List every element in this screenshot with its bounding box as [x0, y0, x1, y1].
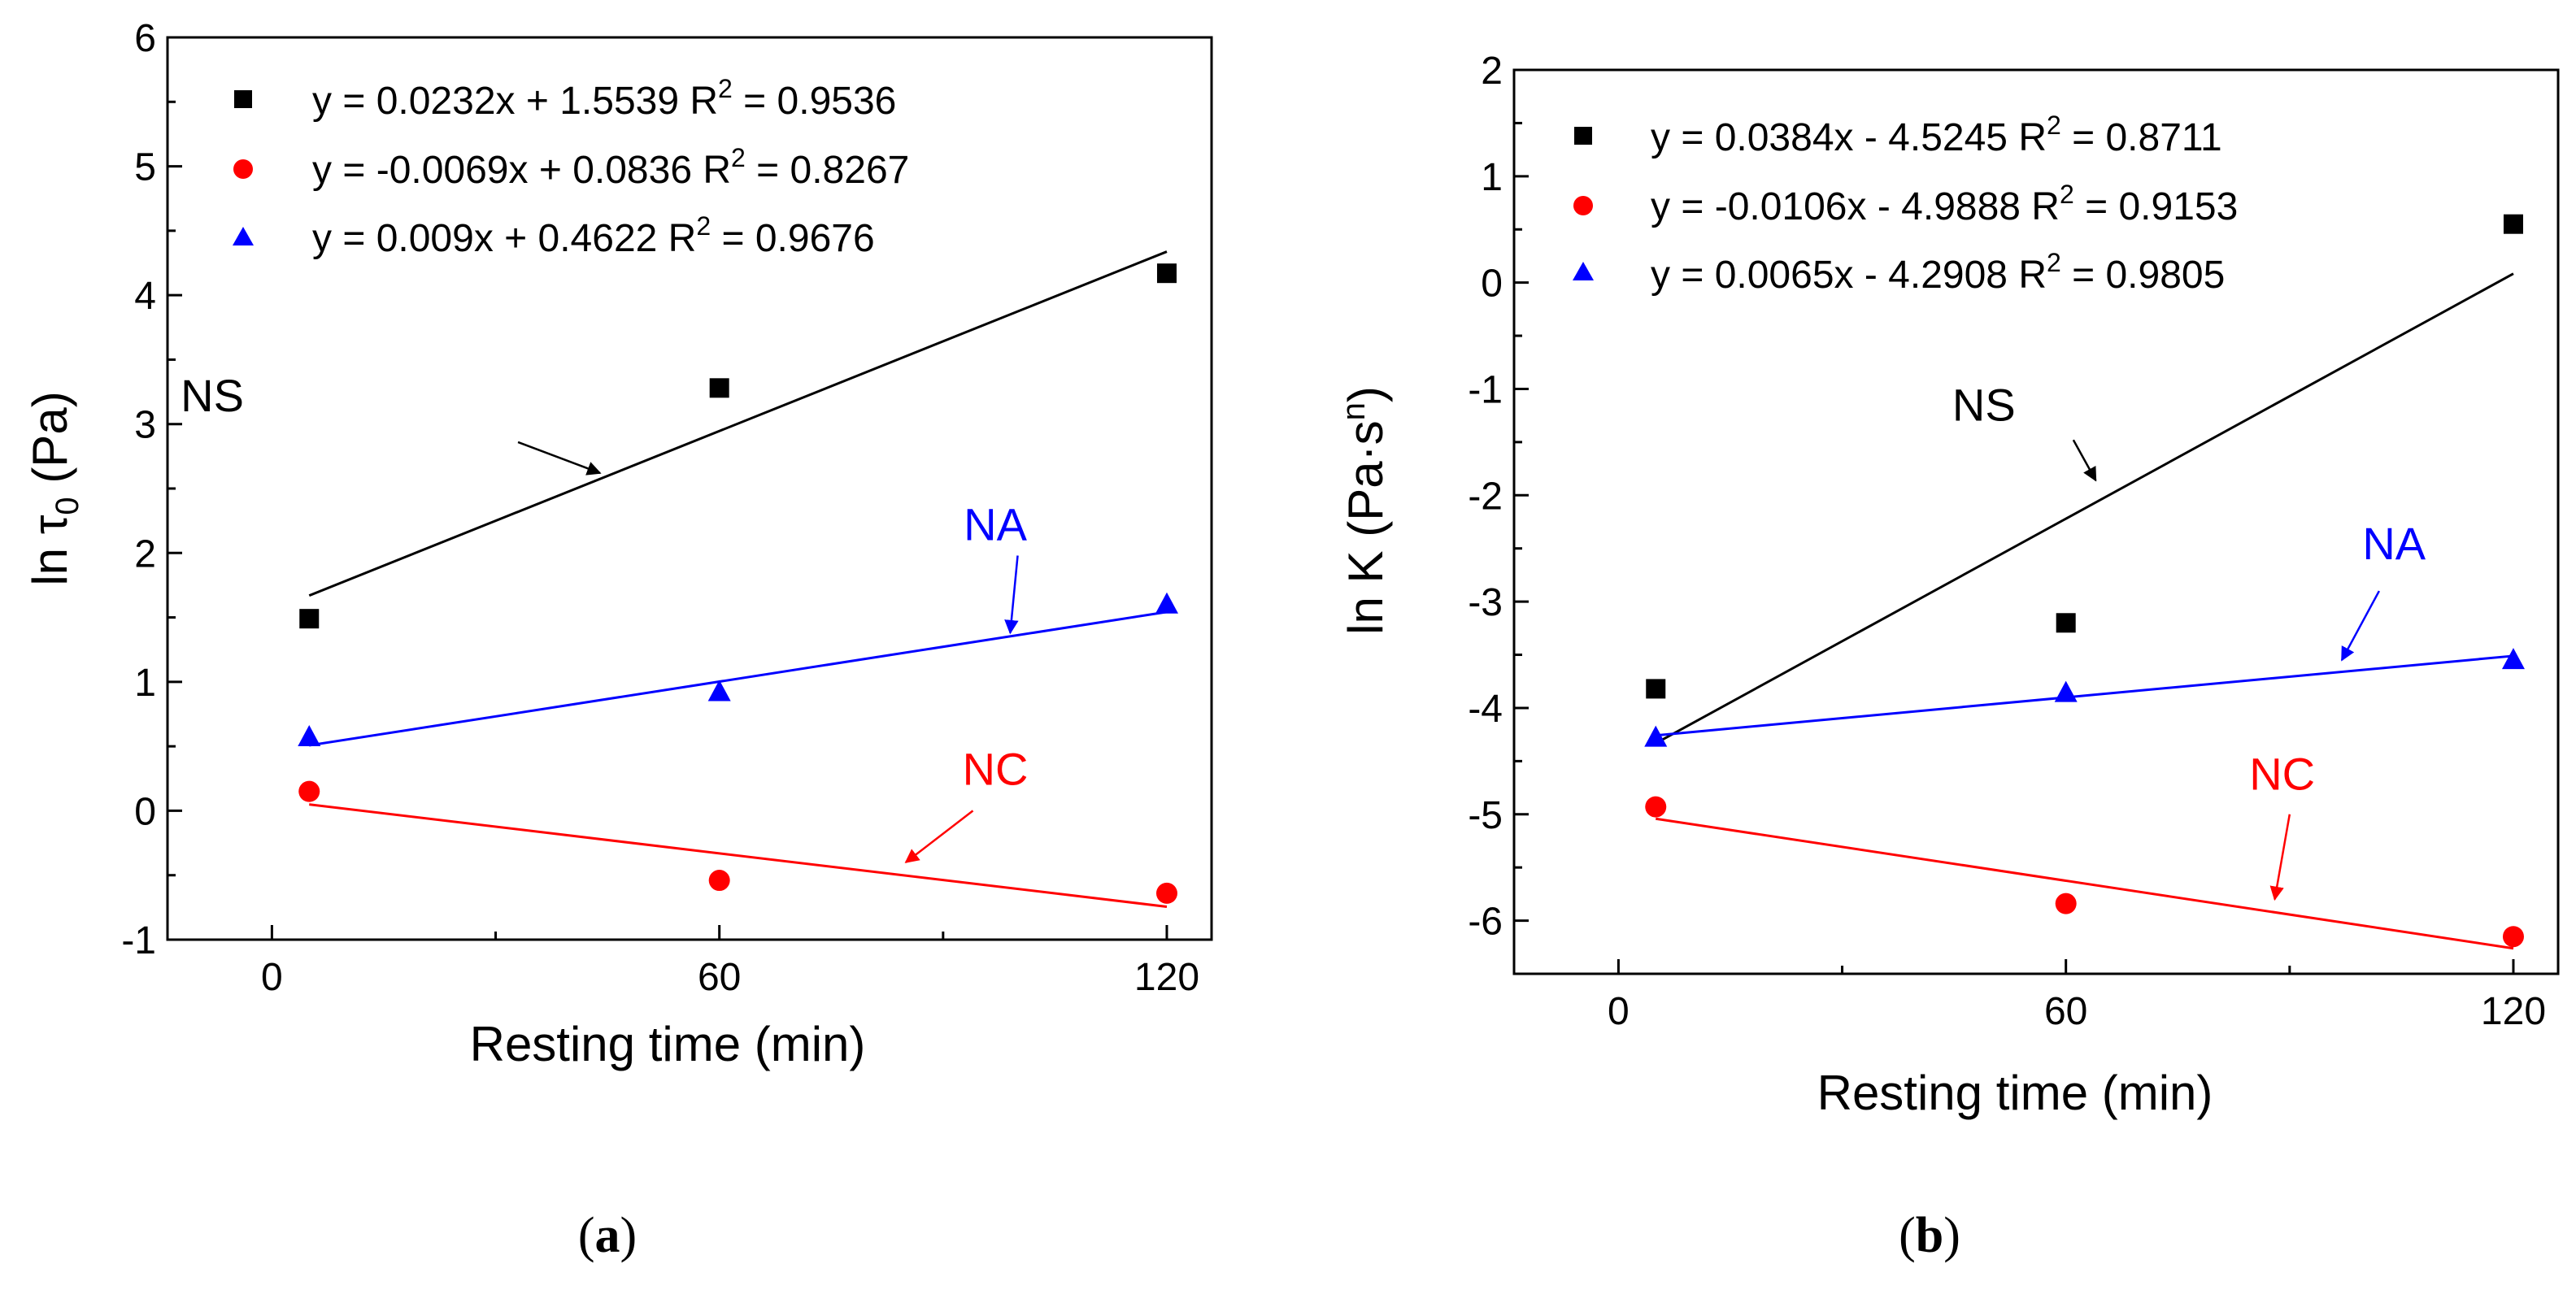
panel-a-annotations: NS NA NC [181, 370, 1029, 863]
panel-b-plot-frame [1512, 68, 2560, 975]
y-tick-label: -4 [1468, 688, 1503, 731]
panel-b-label: (b) [1899, 1208, 1960, 1263]
legend-entry-nc: y = -0.0106x - 4.9888 R2 = 0.9153 [1651, 180, 2238, 228]
data-point-nc [2502, 926, 2524, 948]
panel-b-chart: 0 60 120 -6 -5 -4 -3 -2 -1 0 1 2 NS NA NC y = 0.0384x… [1336, 50, 2560, 1263]
legend-entry-ns: y = 0.0232x + 1.5539 R2 = 0.9536 [312, 74, 896, 123]
fit-line-nc [309, 803, 1168, 908]
legend-marker-na [1573, 262, 1594, 280]
annotation-arrow-nc [2269, 814, 2291, 901]
data-point-nc [298, 780, 320, 802]
data-point-ns [1646, 679, 1666, 699]
annotation-arrow-ns [517, 441, 602, 476]
annotation-label-na: NA [964, 498, 1027, 549]
panel-b-data-points [1644, 214, 2525, 948]
data-point-ns [2056, 613, 2076, 633]
data-point-ns [2503, 214, 2523, 234]
legend-marker-ns [234, 90, 252, 108]
fit-line-ns [1655, 272, 2514, 745]
panel-b-fit-lines [1655, 272, 2514, 950]
x-tick-label: 0 [1608, 990, 1630, 1033]
y-tick-label: -1 [121, 919, 156, 962]
x-tick-label: 120 [1134, 956, 1199, 999]
legend-marker-nc [1573, 196, 1593, 215]
annotation-label-ns: NS [1952, 380, 2016, 431]
x-tick-label: 0 [261, 956, 283, 999]
data-point-nc [708, 870, 730, 892]
y-tick-label: 4 [134, 275, 156, 318]
annotation-arrow-na [2340, 590, 2380, 662]
y-tick-label: -2 [1468, 475, 1503, 518]
x-tick-label: 60 [698, 956, 741, 999]
data-point-na [1155, 592, 1178, 614]
y-tick-label: -1 [1468, 368, 1503, 411]
panel-b-ticks: 0 60 120 -6 -5 -4 -3 -2 -1 0 1 2 [1468, 50, 2546, 1033]
data-point-na [1644, 725, 1668, 747]
data-point-ns [1156, 263, 1177, 284]
data-point-ns [299, 609, 320, 629]
panel-a-label: (a) [578, 1208, 637, 1263]
data-point-na [298, 725, 321, 747]
annotation-label-nc: NC [2249, 749, 2315, 800]
panel-b-annotations: NS NA NC [1952, 380, 2426, 901]
panel-a-legend: y = 0.0232x + 1.5539 R2 = 0.9536 y = -0.… [233, 74, 909, 260]
data-point-na [2054, 680, 2078, 702]
panel-b-y-axis-title: ln K (Pa·sn) [1336, 386, 1393, 635]
annotation-label-nc: NC [963, 744, 1029, 795]
legend-entry-na: y = 0.0065x - 4.2908 R2 = 0.9805 [1651, 248, 2225, 297]
panel-b-legend: y = 0.0384x - 4.5245 R2 = 0.8711 y = -0.… [1573, 111, 2238, 297]
legend-marker-nc [233, 159, 253, 179]
annotation-arrow-na [1004, 555, 1019, 635]
legend-marker-na [233, 227, 254, 245]
legend-entry-ns: y = 0.0384x - 4.5245 R2 = 0.8711 [1651, 111, 2222, 159]
panel-a-data-points [298, 263, 1178, 904]
y-tick-label: 5 [134, 146, 156, 189]
annotation-arrow-nc [904, 810, 974, 863]
y-tick-label: 0 [134, 790, 156, 833]
y-tick-label: 2 [1481, 50, 1503, 93]
data-point-nc [2055, 893, 2077, 914]
y-tick-label: 0 [1481, 263, 1503, 306]
y-tick-label: 3 [134, 404, 156, 447]
legend-entry-na: y = 0.009x + 0.4622 R2 = 0.9676 [312, 211, 875, 260]
x-tick-label: 120 [2481, 990, 2546, 1033]
legend-entry-nc: y = -0.0069x + 0.0836 R2 = 0.8267 [312, 143, 909, 192]
y-tick-label: 1 [134, 662, 156, 705]
data-point-na [707, 680, 731, 701]
y-tick-label: -6 [1468, 901, 1503, 944]
data-point-ns [709, 378, 729, 398]
fit-line-ns [308, 250, 1168, 597]
panel-a-x-axis-title: Resting time (min) [470, 1017, 866, 1071]
y-tick-label: 2 [134, 532, 156, 576]
y-tick-label: -3 [1468, 581, 1503, 624]
y-tick-label: 1 [1481, 156, 1503, 199]
fit-line-na [1656, 654, 2514, 737]
panel-a-ticks: 0 60 120 -1 0 1 2 3 4 5 6 [121, 17, 1199, 999]
data-point-na [2501, 648, 2525, 670]
panel-a-y-axis-title: ln τ0 (Pa) [23, 391, 85, 585]
fit-line-nc [1656, 817, 2514, 950]
y-tick-label: -5 [1468, 794, 1503, 837]
data-point-nc [1645, 796, 1667, 818]
annotation-arrow-ns [2072, 439, 2097, 482]
annotation-label-ns: NS [181, 370, 244, 421]
y-tick-label: 6 [134, 17, 156, 60]
annotation-label-na: NA [2362, 518, 2426, 569]
legend-marker-ns [1574, 127, 1592, 145]
panel-b-x-axis-title: Resting time (min) [1817, 1066, 2213, 1120]
panel-a-chart: 0 60 120 -1 0 1 2 3 4 5 6 NS NA NC y = 0.0232x + 1.5… [23, 17, 1213, 1263]
data-point-nc [1155, 882, 1177, 904]
x-tick-label: 60 [2044, 990, 2087, 1033]
fit-line-na [309, 610, 1168, 747]
panel-a-fit-lines [308, 250, 1168, 908]
